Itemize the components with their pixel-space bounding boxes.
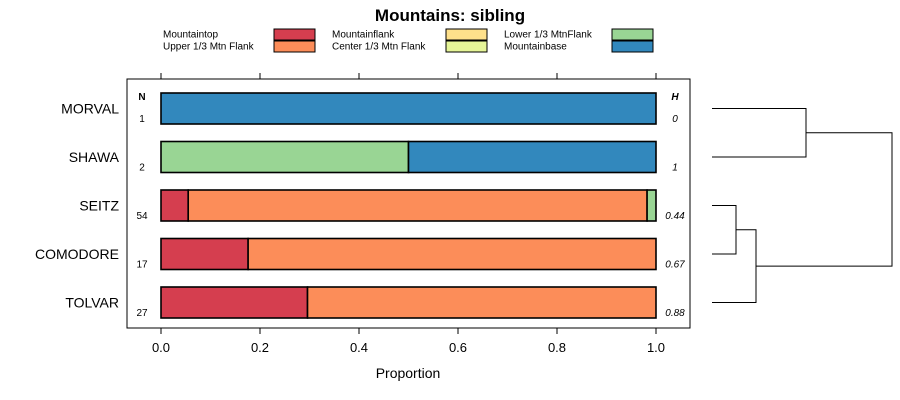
x-tick-label: 0.4 bbox=[350, 340, 368, 355]
bar-segment bbox=[160, 140, 410, 174]
legend-swatch bbox=[445, 40, 488, 53]
x-tick-label: 0.0 bbox=[152, 340, 170, 355]
chart-title: Mountains: sibling bbox=[375, 6, 525, 25]
legend-swatch bbox=[611, 28, 654, 41]
x-tick-label: 0.2 bbox=[251, 340, 269, 355]
x-tick-label: 0.8 bbox=[548, 340, 566, 355]
legend-label: Upper 1/3 Mtn Flank bbox=[163, 42, 255, 53]
bar-segment bbox=[187, 189, 648, 222]
n-value: 17 bbox=[136, 260, 148, 271]
n-value: 54 bbox=[136, 211, 148, 222]
x-tick-label: 1.0 bbox=[647, 340, 665, 355]
bar-segment bbox=[160, 92, 657, 125]
legend-label: Mountainflank bbox=[332, 30, 395, 41]
x-tick-label: 0.6 bbox=[449, 340, 467, 355]
legend-swatch bbox=[611, 40, 654, 53]
legend-label: Mountaintop bbox=[163, 30, 218, 41]
x-axis-label: Proportion bbox=[376, 365, 441, 381]
n-value: 2 bbox=[139, 163, 145, 174]
bar-segment bbox=[160, 237, 249, 271]
dendrogram-branch bbox=[712, 108, 807, 158]
h-value: 0.44 bbox=[665, 211, 685, 222]
bar-segment bbox=[306, 286, 657, 319]
legend-swatch bbox=[273, 40, 316, 53]
n-column-header: N bbox=[138, 92, 145, 103]
legend-label: Mountainbase bbox=[504, 42, 567, 53]
bar-rows: MORVAL 1 0 SHAWA 2 1 SEITZ 54 0.44 COMODORE 17 0.67… bbox=[35, 92, 685, 319]
top-axis-ticks bbox=[160, 73, 657, 79]
row-label: COMODORE bbox=[35, 246, 119, 262]
h-column-header: H bbox=[671, 92, 679, 103]
dendrogram bbox=[712, 108, 893, 303]
legend-swatch bbox=[273, 28, 316, 41]
bar-segment bbox=[646, 189, 657, 222]
dendrogram-branch bbox=[712, 205, 737, 255]
legend-label: Lower 1/3 MtnFlank bbox=[504, 30, 593, 41]
h-value: 0.67 bbox=[665, 260, 685, 271]
x-axis: 0.0 0.2 0.4 0.6 0.8 1.0 bbox=[152, 328, 665, 355]
dendrogram-branch bbox=[712, 229, 757, 303]
bar-segment bbox=[247, 237, 657, 271]
row-label: TOLVAR bbox=[65, 295, 119, 311]
dendrogram-branch bbox=[756, 132, 893, 267]
legend-swatch bbox=[445, 28, 488, 41]
h-value: 1 bbox=[672, 163, 678, 174]
bar-segment bbox=[160, 286, 309, 319]
row-label: SEITZ bbox=[79, 198, 119, 214]
bar-segment bbox=[160, 189, 190, 222]
n-value: 1 bbox=[139, 114, 145, 125]
n-value: 27 bbox=[136, 308, 148, 319]
h-value: 0 bbox=[672, 114, 678, 125]
bar-segment bbox=[407, 140, 657, 174]
row-label: MORVAL bbox=[61, 101, 119, 117]
legend-label: Center 1/3 Mtn Flank bbox=[332, 42, 426, 53]
row-label: SHAWA bbox=[69, 149, 120, 165]
plot-frame bbox=[126, 78, 691, 329]
h-value: 0.88 bbox=[665, 308, 685, 319]
